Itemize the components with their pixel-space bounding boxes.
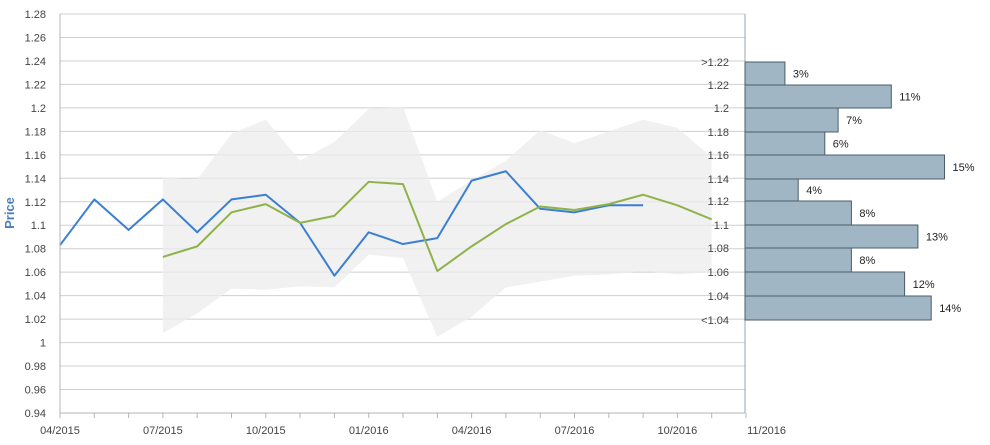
x-tick-label: 10/2015 (246, 425, 286, 437)
histogram-category-label: 1.16 (708, 150, 729, 162)
series-line-2 (162, 180, 713, 273)
distribution-histogram: >1.22 1.22 1.2 1.18 1.16 1.14 1.12 1.1 1.08 1.06 1… (701, 57, 975, 327)
histogram-bar (744, 178, 799, 202)
y-tick-label: 0.94 (25, 408, 46, 420)
histogram-category-label: 1.22 (708, 80, 729, 92)
histogram-bar-label: 8% (859, 208, 875, 220)
histogram-bar-label: 13% (926, 232, 948, 244)
range-band-area (162, 106, 712, 337)
y-tick-label: 0.98 (25, 361, 46, 373)
histogram-bar (744, 200, 852, 226)
x-tick-label: 11/2016 (747, 425, 786, 437)
series-line-1 (59, 170, 644, 277)
histogram-category-label: 1.08 (708, 243, 729, 255)
y-tick-label: 1.2 (31, 103, 46, 115)
axes: 0.94 0.96 0.98 1 1.02 1.04 1.06 1.08 1.1 1.12 1.14… (25, 9, 786, 437)
histogram-bar (744, 107, 839, 133)
histogram-bar (744, 131, 826, 156)
histogram-bar-label: 15% (953, 162, 975, 174)
histogram-category-label: 1.04 (708, 291, 729, 303)
histogram-bar-label: 8% (859, 255, 875, 267)
x-tick-label: 07/2016 (555, 425, 595, 437)
histogram-bar (744, 247, 852, 273)
histogram-bar-label: 14% (939, 303, 961, 315)
x-tick-label: 04/2015 (40, 425, 80, 437)
histogram-bar-label: 11% (899, 92, 920, 104)
histogram-bar (744, 61, 786, 86)
y-tick-label: 1.14 (25, 173, 46, 185)
y-tick-label: 1.24 (25, 56, 46, 68)
y-tick-label: 1.28 (25, 9, 46, 21)
x-tick-label: 07/2015 (143, 425, 183, 437)
histogram-category-label: 1.2 (714, 103, 729, 115)
histogram-category-label: >1.22 (701, 57, 729, 69)
series-lines (59, 170, 713, 277)
y-tick-label: 1.18 (25, 126, 46, 138)
y-tick-label: 1.08 (25, 244, 46, 256)
histogram-bar (744, 224, 919, 249)
x-tick-label: 01/2016 (349, 425, 389, 437)
y-tick-label: 1.12 (25, 197, 46, 209)
histogram-category-label: 1.18 (708, 127, 729, 139)
histogram-bar-label: 12% (913, 279, 935, 291)
histogram-bar-label: 7% (846, 115, 862, 127)
y-tick-label: 1.02 (25, 314, 46, 326)
y-tick-label: 1.04 (25, 291, 46, 303)
y-tick-label: 1.06 (25, 267, 46, 279)
histogram-category-label: <1.04 (701, 315, 729, 327)
y-tick-label: 1.1 (31, 220, 46, 232)
y-tick-label: 1.22 (25, 79, 46, 91)
histogram-category-label: 1.06 (708, 267, 729, 279)
histogram-bar (744, 154, 945, 180)
y-tick-label: 1.16 (25, 150, 46, 162)
histogram-category-label: 1.12 (708, 196, 729, 208)
histogram-category-label: 1.14 (708, 174, 729, 186)
histogram-bar-label: 4% (806, 185, 822, 197)
histogram-bar-label: 6% (833, 139, 849, 151)
y-axis-label: Price (2, 197, 17, 229)
y-tick-label: 1.26 (25, 32, 46, 44)
histogram-bar (744, 271, 906, 297)
range-band (162, 106, 712, 337)
y-tick-label: 1 (40, 338, 46, 350)
x-tick-label: 04/2016 (452, 425, 492, 437)
histogram-bar (744, 295, 932, 321)
x-tick-label: 10/2016 (658, 425, 698, 437)
histogram-bar (744, 84, 892, 109)
y-tick-label: 0.96 (25, 385, 46, 397)
histogram-bar-label: 3% (793, 69, 809, 81)
histogram-category-label: 1.1 (714, 220, 729, 232)
